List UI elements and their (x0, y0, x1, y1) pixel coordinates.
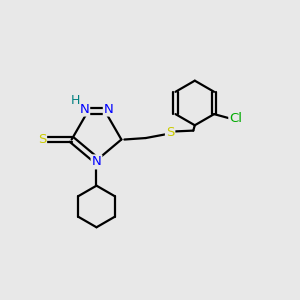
Text: H: H (71, 94, 80, 107)
Text: S: S (38, 133, 46, 146)
Text: N: N (92, 155, 101, 168)
Text: Cl: Cl (229, 112, 242, 125)
Text: N: N (104, 103, 114, 116)
Text: S: S (166, 126, 174, 139)
Text: N: N (80, 103, 89, 116)
